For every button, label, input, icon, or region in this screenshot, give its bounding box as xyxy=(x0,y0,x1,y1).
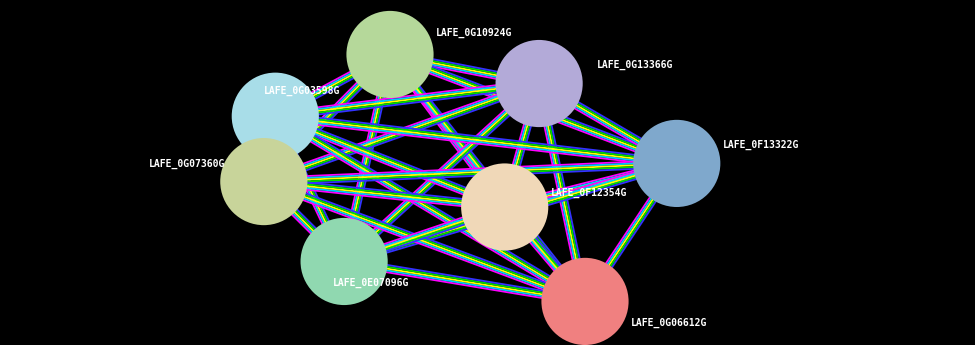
Text: LAFE_0E07096G: LAFE_0E07096G xyxy=(332,278,410,288)
Text: LAFE_0G03598G: LAFE_0G03598G xyxy=(264,86,340,96)
Ellipse shape xyxy=(495,40,583,127)
Ellipse shape xyxy=(541,258,629,345)
Ellipse shape xyxy=(346,11,434,98)
Text: LAFE_0G10924G: LAFE_0G10924G xyxy=(436,28,512,38)
Text: LAFE_0G07360G: LAFE_0G07360G xyxy=(149,158,225,168)
Text: LAFE_0F13322G: LAFE_0F13322G xyxy=(722,140,800,150)
Text: LAFE_0F12354G: LAFE_0F12354G xyxy=(551,187,627,198)
Text: LAFE_0G13366G: LAFE_0G13366G xyxy=(597,60,673,70)
Ellipse shape xyxy=(232,72,319,160)
Text: LAFE_0G06612G: LAFE_0G06612G xyxy=(631,318,707,328)
Ellipse shape xyxy=(220,138,307,225)
Ellipse shape xyxy=(633,120,721,207)
Ellipse shape xyxy=(461,164,548,250)
Ellipse shape xyxy=(300,218,388,305)
